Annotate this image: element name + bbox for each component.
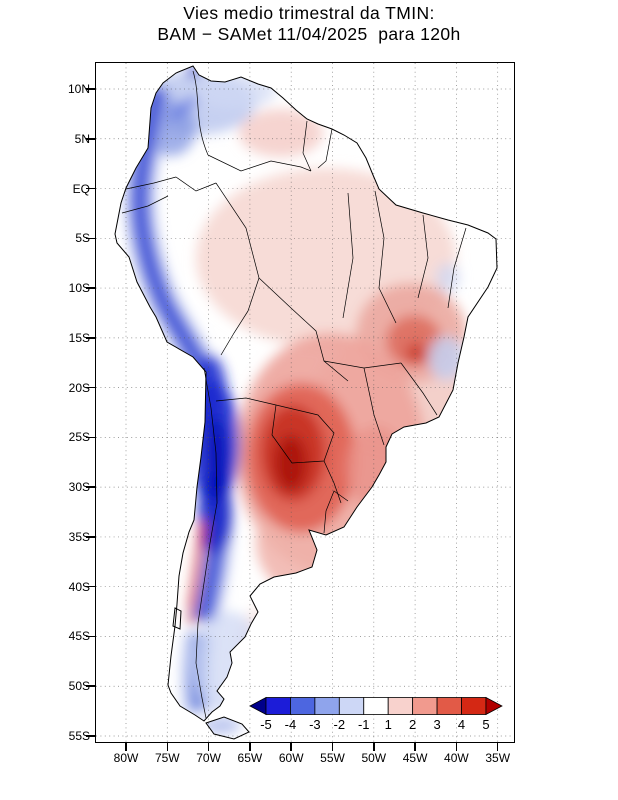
lat-tick-label: 25S xyxy=(68,430,90,445)
lat-tick xyxy=(86,88,95,90)
lat-tick xyxy=(86,187,95,190)
lat-tick xyxy=(86,287,95,289)
colorbar-label: -5 xyxy=(260,717,272,732)
lon-tick-label: 80W xyxy=(113,751,139,765)
lat-tick-label: EQ xyxy=(72,181,90,196)
lat-tick-label: 30S xyxy=(68,480,90,495)
colorbar-label: -2 xyxy=(333,717,346,732)
colorbar-label: -3 xyxy=(309,717,321,732)
colorbar xyxy=(249,696,503,716)
colorbar-label: 2 xyxy=(409,717,417,732)
lat-tick-label: 10N xyxy=(67,82,90,96)
colorbar-label: 1 xyxy=(384,717,392,732)
colorbar-segment xyxy=(436,697,462,715)
lat-tick xyxy=(86,337,95,339)
lon-tick xyxy=(331,743,334,751)
lat-tick xyxy=(86,735,95,737)
figure-title: Vies medio trimestral da TMIN: BAM − SAM… xyxy=(0,3,618,45)
lat-tick xyxy=(86,635,95,638)
lon-tick xyxy=(207,743,210,751)
colorbar-label: -1 xyxy=(357,717,370,732)
lat-tick-label: 55S xyxy=(68,729,90,743)
title-line-2: BAM − SAMet 11/04/2025 para 120h xyxy=(157,24,461,44)
colorbar-segment xyxy=(387,697,414,715)
lon-tick-label: 55W xyxy=(320,751,345,765)
colorbar-segment xyxy=(363,697,389,715)
lat-tick xyxy=(86,237,95,240)
map-frame: 10N 5N EQ 5S 10S 15S 20S 25S 30S 35S 40S 45S 50S 55S … xyxy=(68,62,515,765)
lat-tick xyxy=(86,386,95,389)
lat-tick-label: 50S xyxy=(68,679,90,694)
colorbar-label: 5 xyxy=(482,717,490,732)
lat-tick-label: 15S xyxy=(68,330,90,345)
colorbar-segment xyxy=(265,697,291,715)
lat-tick-label: 35S xyxy=(68,529,90,544)
lat-tick xyxy=(86,685,95,687)
colorbar-svg xyxy=(249,696,503,716)
coastline xyxy=(114,65,498,740)
title-line-1: Vies medio trimestral da TMIN: xyxy=(183,3,435,23)
lon-tick-label: 60W xyxy=(278,751,304,765)
lon-tick xyxy=(166,743,169,751)
lat-tick xyxy=(86,536,95,538)
south-america-map xyxy=(96,63,514,742)
lon-tick-label: 70W xyxy=(196,751,221,765)
colorbar-label: 3 xyxy=(433,717,441,732)
colorbar-arrow-right xyxy=(485,696,503,716)
graticule xyxy=(96,63,514,742)
lon-tick xyxy=(290,743,292,751)
lat-tick xyxy=(86,138,95,140)
colorbar-segment xyxy=(338,697,365,715)
lon-tick-label: 75W xyxy=(154,751,180,765)
lon-tick-label: 35W xyxy=(485,751,511,765)
lat-tick-label: 20S xyxy=(68,380,90,395)
lon-tick xyxy=(249,743,251,751)
lon-tick xyxy=(455,743,458,751)
colorbar-label: -4 xyxy=(284,717,297,732)
lat-tick-label: 45S xyxy=(68,629,90,644)
lon-tick xyxy=(125,743,127,751)
colorbar-segment xyxy=(314,697,340,715)
lon-tick-label: 45W xyxy=(402,751,428,765)
lat-tick-label: 5N xyxy=(74,131,90,146)
lon-tick-label: 50W xyxy=(361,751,387,765)
lat-tick xyxy=(86,486,95,488)
colorbar-segment xyxy=(412,697,438,715)
lat-tick-label: 5S xyxy=(75,231,90,246)
colorbar-label: 4 xyxy=(457,717,466,732)
lat-tick xyxy=(86,585,95,588)
colorbar-segment xyxy=(290,697,316,715)
lon-tick-label: 65W xyxy=(237,751,263,765)
lat-tick-label: 10S xyxy=(68,281,90,296)
lon-tick xyxy=(496,743,499,751)
colorbar-segment xyxy=(461,697,487,715)
lon-tick xyxy=(414,743,416,751)
country-borders xyxy=(121,70,467,719)
lon-tick-label: 40W xyxy=(444,751,469,765)
lon-tick xyxy=(373,743,375,751)
colorbar-arrow-left xyxy=(249,696,267,716)
lat-tick xyxy=(86,436,95,439)
lat-tick-label: 40S xyxy=(68,579,90,594)
